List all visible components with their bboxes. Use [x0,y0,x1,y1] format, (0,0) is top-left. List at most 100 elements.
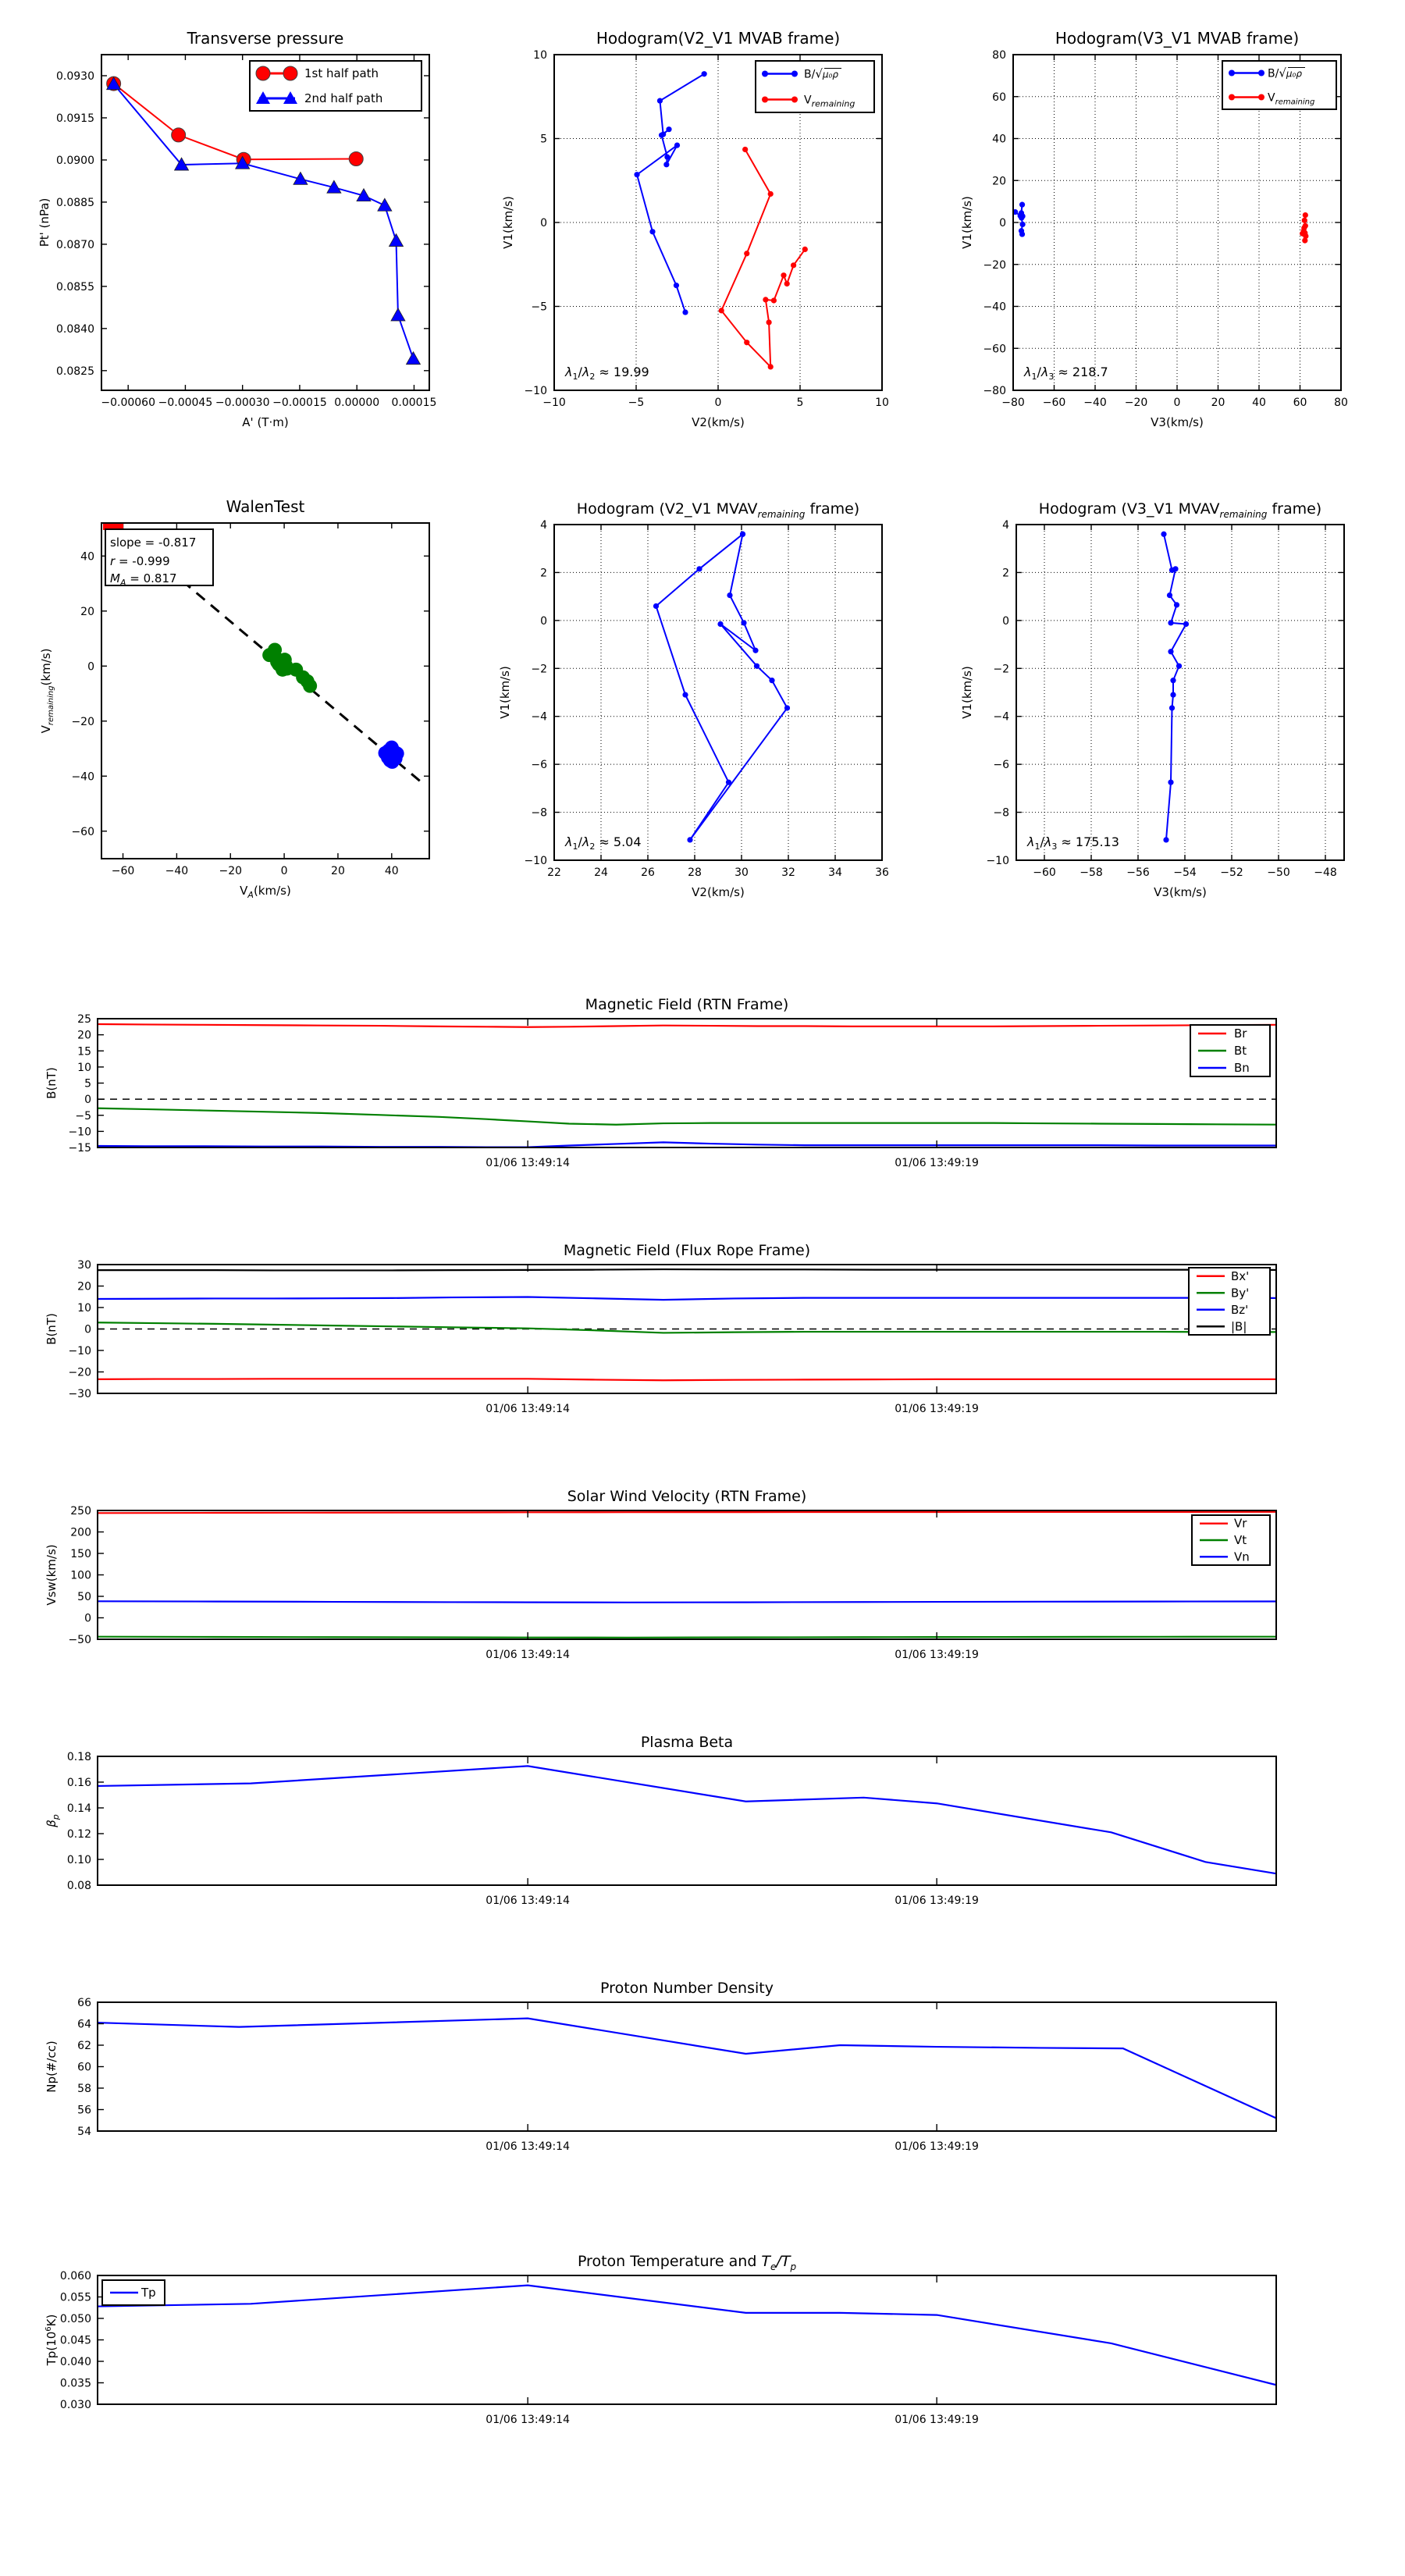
y-axis-label: B(nT) [44,1313,59,1345]
x-tick-label: 0.00000 [334,397,379,409]
x-tick-label: −50 [1267,866,1290,879]
walen-r-value: r = -0.999 [110,554,170,568]
y-tick-label: 0 [540,615,547,628]
y-tick-label: −20 [983,259,1006,272]
data-marker [1168,705,1176,711]
panel-solar-wind-velocity: −50 0 50 100 150 200 250 01/06 13:49:14 01/06 13… [0,1471,1405,1674]
x-tick-label: 40 [1252,397,1266,409]
data-marker [1168,620,1174,626]
y-tick-label: 40 [992,133,1006,146]
legend-marker [283,66,298,81]
data-marker [303,678,318,693]
x-tick-label: 0.00015 [392,397,437,409]
legend-marker [283,91,297,104]
x-tick-label: 26 [641,866,655,879]
y-tick-label: 250 [70,1505,91,1517]
series-Bz' [97,1296,1277,1301]
y-tick-label: 0.035 [60,2378,91,2390]
data-marker [1302,237,1308,244]
y-tick-label: −10 [68,1126,91,1138]
y-tick-label: 0.040 [60,2356,91,2368]
legend-marker [256,91,270,104]
x-tick-label: −60 [1043,397,1066,409]
eigenvalue-ratio-annotation: λ1/λ2 ≈ 19.99 [564,365,649,382]
data-marker [753,663,760,669]
data-marker [405,350,422,365]
panel-magnetic-field-rtn: −15 −10 −5 0 5 10 15 20 25 01/06 13:49:14 01/06 13… [0,980,1405,1183]
x-tick-label: 36 [875,866,889,879]
y-tick-label: 0.055 [60,2292,91,2304]
y-tick-label: −10 [524,855,547,867]
series-beta_p [97,1765,1277,1875]
x-tick-label: 0 [715,397,722,409]
data-marker [649,229,656,235]
x-tick-label: 34 [828,866,842,879]
legend-marker [255,66,271,81]
data-marker [1172,566,1179,572]
legend-label: Vt [1234,1533,1247,1547]
y-tick-label: −20 [71,716,94,728]
walen-stats-box [105,528,214,586]
y-tick-label: 0.0915 [56,112,94,125]
axes-frame [97,1756,1277,1886]
y-tick-label: 0.0840 [56,323,94,336]
legend-marker [762,96,768,103]
data-marker [293,171,308,185]
panel-title: Magnetic Field (Flux Rope Frame) [564,1242,810,1259]
y-tick-label: 0.18 [67,1751,91,1763]
axes-frame [97,1018,1277,1148]
data-marker [1303,233,1309,240]
data-marker [727,592,733,599]
y-tick-label: 58 [77,2083,91,2095]
legend-label: 1st half path [304,66,379,80]
x-tick-label: 40 [385,865,399,877]
y-tick-label: −60 [71,826,94,838]
x-tick-label: −0.00045 [158,397,213,409]
data-marker [725,779,732,785]
data-marker [634,172,640,178]
y-tick-label: −10 [986,855,1009,867]
x-tick-label: 0 [281,865,288,877]
y-tick-label: −10 [68,1345,91,1357]
panel-title: WalenTest [226,497,305,516]
panel-hodogram-v3v1-mvav: −60 −58 −56 −54 −52 −50 −48 −10 −8 −6 −4 −2 0 2 4 V3(km… [952,476,1397,929]
legend-label: Bz' [1231,1303,1248,1317]
y-tick-label: 0.14 [67,1802,91,1815]
legend-marker [1258,69,1264,76]
y-tick-label: 56 [77,2105,91,2117]
data-marker [388,233,404,247]
series-By' [97,1322,1276,1334]
data-marker [1163,837,1169,843]
panel-title: Transverse pressure [187,29,344,48]
y-tick-label: −60 [983,343,1006,355]
data-marker [105,76,122,91]
y-tick-label: −40 [71,770,94,783]
legend-box [249,60,422,112]
series-line-1 [112,84,414,360]
y-tick-label: 0.0885 [56,197,94,209]
y-tick-label: 66 [77,1997,91,2009]
legend-label: Vn [1234,1550,1250,1564]
data-marker [752,647,759,653]
y-tick-label: 0 [84,1324,91,1336]
x-axis-label: V3(km/s) [1151,415,1204,429]
x-tick-label-timestamp: 01/06 13:49:19 [895,1403,979,1415]
walen-slope-value: slope = -0.817 [110,535,196,550]
data-marker [791,262,797,269]
x-tick-label: −0.00015 [272,397,327,409]
data-marker [390,308,406,322]
y-tick-label: 200 [70,1527,91,1539]
y-tick-label: 2 [540,567,547,579]
data-marker [1019,221,1026,228]
x-axis-label: A' (T·m) [242,415,288,429]
y-tick-label: −5 [531,301,547,314]
y-tick-label: 5 [540,133,547,146]
series-Bx' [97,1378,1276,1382]
series-line-0 [655,533,788,841]
panel-title: Solar Wind Velocity (RTN Frame) [567,1488,807,1505]
legend-marker [1229,69,1235,76]
y-tick-label: −10 [524,385,547,397]
data-marker [767,364,774,370]
x-tick-label: −60 [112,865,135,877]
series-Br [97,1023,1277,1028]
